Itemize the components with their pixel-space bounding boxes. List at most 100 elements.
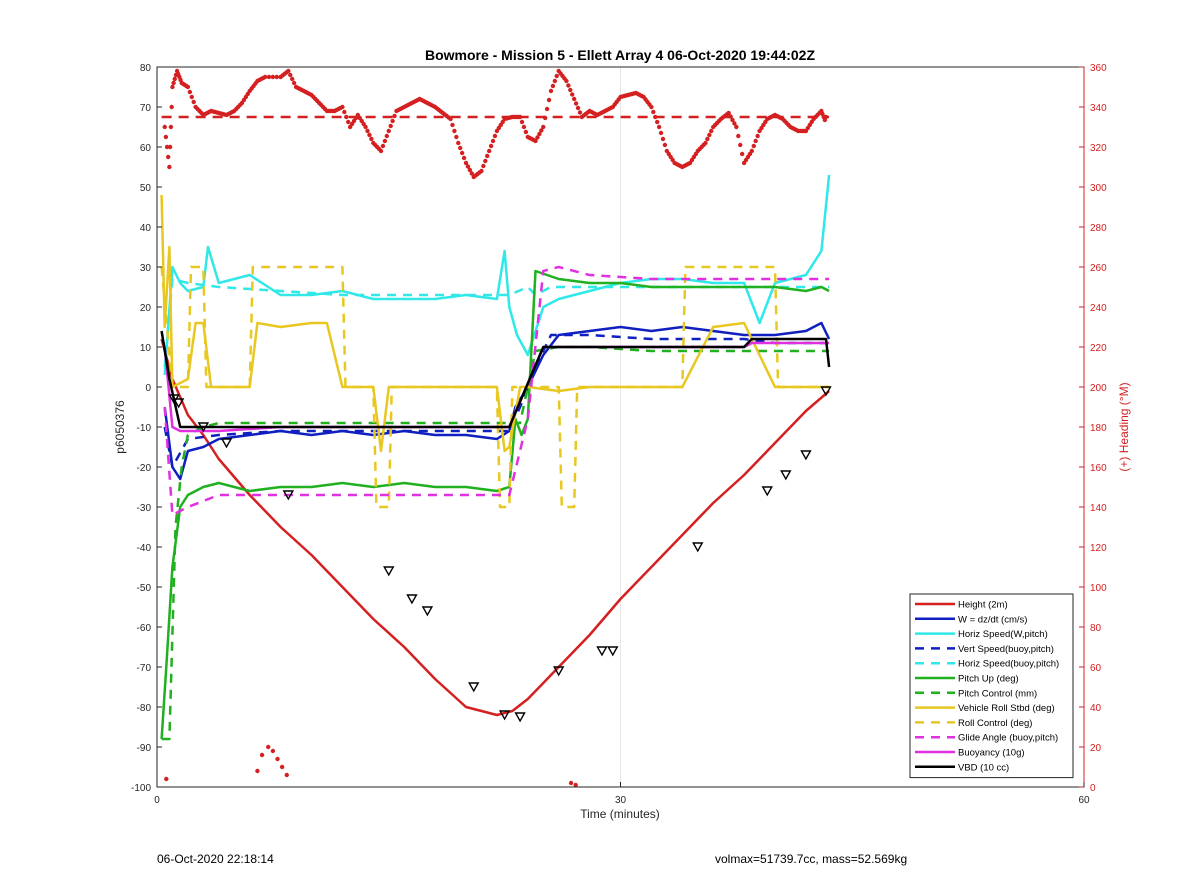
heading-point — [552, 78, 558, 84]
heading-point — [654, 119, 660, 125]
heading-point — [467, 167, 473, 173]
heading-point — [751, 143, 756, 149]
footer-timestamp: 06-Oct-2020 22:18:14 — [157, 852, 274, 866]
track-marker — [172, 398, 185, 409]
y-tick-label: -50 — [137, 583, 152, 594]
legend-label: Roll Control (deg) — [958, 718, 1032, 729]
legend-box — [909, 593, 1074, 779]
heading-point — [456, 140, 461, 146]
y2-tick-label: 120 — [1090, 543, 1107, 554]
heading-point — [167, 164, 172, 170]
heading-point — [185, 84, 191, 90]
heading-point — [166, 154, 171, 160]
heading-point — [728, 114, 733, 119]
y2-tick-label: 360 — [1090, 63, 1107, 74]
series-line-0 — [160, 338, 830, 717]
y-tick-label: -30 — [137, 503, 152, 514]
heading-point — [270, 74, 276, 80]
y2-tick-label: 160 — [1090, 463, 1107, 474]
heading-point — [570, 92, 575, 97]
heading-point — [171, 80, 176, 86]
y-tick-label: 40 — [140, 223, 152, 234]
heading-point — [459, 150, 465, 156]
heading-point — [169, 104, 174, 110]
heading-point — [649, 104, 654, 110]
heading-point — [548, 88, 554, 94]
heading-point — [168, 124, 174, 130]
y2-tick-label: 40 — [1090, 703, 1102, 714]
heading-point — [291, 80, 297, 86]
heading-point — [458, 145, 463, 151]
heading-point — [517, 114, 523, 120]
track-marker — [820, 386, 832, 397]
heading-point — [709, 128, 714, 134]
heading-point — [483, 158, 488, 164]
heading-point — [732, 121, 737, 126]
y-tick-label: -40 — [137, 543, 152, 554]
heading-point — [162, 124, 167, 130]
heading-point — [481, 163, 486, 169]
legend-label: Vert Speed(buoy,pitch) — [958, 644, 1054, 655]
y2-tick-label: 340 — [1090, 103, 1107, 114]
heading-point — [286, 68, 291, 74]
heading-point — [486, 148, 492, 154]
heading-point — [450, 122, 455, 128]
heading-point — [575, 105, 581, 111]
heading-point — [380, 143, 386, 149]
heading-point — [363, 124, 368, 130]
series-line-9 — [163, 265, 830, 517]
heading-point — [544, 106, 550, 112]
heading-point — [734, 124, 739, 130]
x-tick-label: 0 — [154, 795, 160, 806]
heading-point — [573, 782, 578, 788]
heading-point — [367, 132, 372, 138]
heading-point — [275, 756, 280, 762]
legend-label: Glide Angle (buoy,pitch) — [958, 733, 1058, 744]
heading-point — [653, 114, 658, 120]
heading-point — [172, 76, 177, 82]
y2-tick-label: 220 — [1090, 343, 1107, 354]
heading-point — [568, 780, 574, 786]
heading-point — [388, 123, 393, 129]
heading-point — [378, 148, 384, 154]
heading-point — [739, 151, 745, 157]
heading-point — [662, 142, 668, 148]
legend-label: Horiz Speed(buoy,pitch) — [958, 659, 1059, 670]
heading-point — [658, 130, 664, 136]
track-marker — [607, 646, 619, 657]
track-marker — [421, 606, 434, 617]
heading-point — [187, 89, 193, 95]
heading-point — [533, 138, 538, 144]
track-marker — [220, 438, 233, 449]
track-marker — [596, 646, 608, 657]
y2-tick-label: 260 — [1090, 263, 1107, 274]
y-axis-right: 3603403203002802602402202001801601401201… — [1079, 63, 1107, 794]
y-tick-label: 70 — [140, 103, 152, 114]
heading-point — [463, 160, 469, 166]
y-tick-label: -10 — [137, 423, 152, 434]
heading-point — [465, 164, 471, 169]
y-tick-label: 0 — [145, 383, 151, 394]
heading-point — [519, 119, 525, 125]
heading-point — [274, 74, 279, 80]
y-tick-label: -100 — [131, 783, 151, 794]
heading-point — [753, 138, 758, 144]
heading-point — [703, 140, 708, 146]
heading-point — [454, 134, 459, 140]
heading-point — [164, 144, 170, 150]
y2-tick-label: 140 — [1090, 503, 1107, 514]
heading-point — [170, 84, 175, 90]
heading-point — [726, 110, 731, 116]
heading-point — [384, 133, 390, 139]
heading-point — [266, 744, 271, 750]
heading-point — [577, 110, 583, 115]
heading-point — [288, 72, 293, 78]
y-tick-label: -60 — [137, 623, 152, 634]
heading-point — [546, 97, 552, 103]
heading-point — [485, 153, 490, 159]
y2-tick-label: 300 — [1090, 183, 1107, 194]
x-tick-label: 30 — [615, 795, 627, 806]
heading-point — [262, 74, 268, 80]
heading-point — [255, 768, 260, 774]
